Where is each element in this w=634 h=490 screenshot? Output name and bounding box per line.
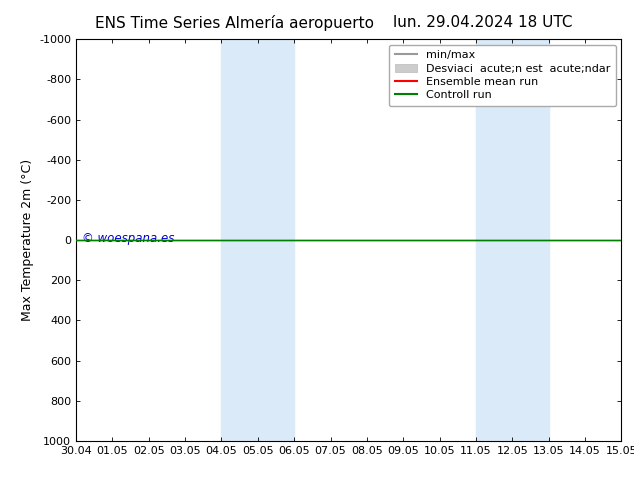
Text: © woespana.es: © woespana.es bbox=[82, 232, 174, 245]
Text: lun. 29.04.2024 18 UTC: lun. 29.04.2024 18 UTC bbox=[393, 15, 573, 30]
Y-axis label: Max Temperature 2m (°C): Max Temperature 2m (°C) bbox=[21, 159, 34, 321]
Text: ENS Time Series Almería aeropuerto: ENS Time Series Almería aeropuerto bbox=[95, 15, 374, 31]
Bar bbox=[221, 39, 294, 441]
Bar bbox=[476, 39, 548, 441]
Legend: min/max, Desviaci  acute;n est  acute;ndar, Ensemble mean run, Controll run: min/max, Desviaci acute;n est acute;ndar… bbox=[389, 45, 616, 106]
